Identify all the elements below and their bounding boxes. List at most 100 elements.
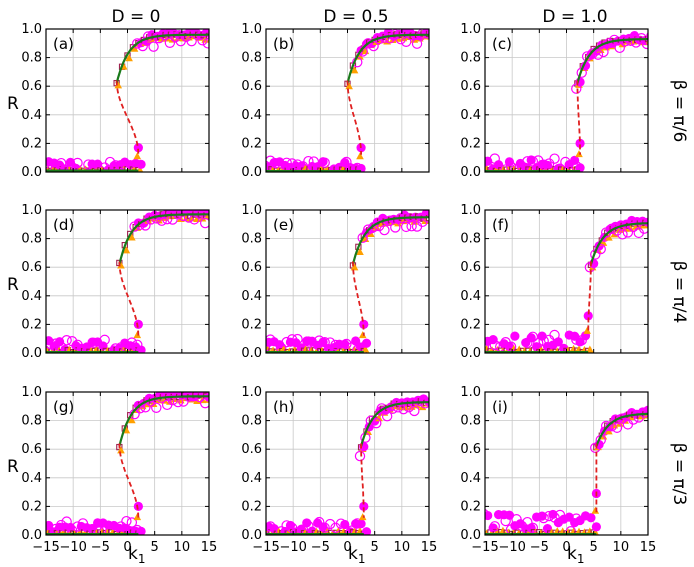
- filled-circle-point: [340, 519, 350, 530]
- triangle-point: [125, 54, 133, 62]
- open-circle-point: [88, 337, 100, 348]
- filled-circle-point: [136, 159, 146, 169]
- open-circle-point: [489, 153, 500, 164]
- open-circle-point: [598, 46, 609, 58]
- y-tick-label: 0.8: [460, 232, 481, 247]
- open-circle-point: [638, 407, 648, 418]
- triangle-point: [358, 331, 367, 339]
- x-tick-label: −15: [32, 540, 59, 555]
- open-circle-point: [390, 222, 401, 233]
- open-circle-point: [319, 522, 330, 533]
- filled-circle-point: [591, 522, 601, 532]
- open-circle-point: [400, 221, 412, 233]
- triangle-point: [499, 526, 507, 534]
- y-tick-label: 0.6: [241, 442, 262, 457]
- open-circle-point: [489, 339, 500, 351]
- x-tick-label: −15: [471, 540, 498, 555]
- stable-upper-branch: [595, 412, 648, 447]
- open-circle-point: [549, 329, 560, 341]
- open-circle-point: [522, 516, 533, 528]
- y-tick-label: 0.4: [21, 289, 42, 304]
- open-circle-point: [199, 397, 209, 409]
- x-tick-label: −5: [530, 540, 549, 555]
- row-title-2: β = π/4: [669, 261, 689, 324]
- open-circle-point: [266, 521, 276, 532]
- filled-circle-point: [361, 527, 372, 535]
- open-circle-point: [592, 49, 604, 60]
- open-circle-point: [56, 519, 67, 531]
- y-tick-label: 0.0: [21, 528, 42, 543]
- y-tick-label: 0.2: [460, 499, 481, 514]
- open-circle-point: [549, 153, 560, 164]
- open-circle-point: [414, 395, 425, 407]
- panel-6: 0.0 0.2 0.4 0.6 0.8 1.0 (f): [460, 203, 649, 361]
- stable-upper-branch: [118, 395, 209, 447]
- x-label-2: k1: [348, 544, 366, 566]
- open-circle-point: [571, 513, 582, 524]
- stable-upper-branch: [589, 222, 648, 265]
- open-circle-point: [617, 229, 628, 240]
- open-circle-point: [319, 336, 330, 348]
- open-circle-point: [266, 334, 276, 345]
- open-circle-point: [126, 517, 138, 528]
- open-circle-point: [584, 262, 596, 273]
- open-circle-point: [121, 515, 132, 527]
- filled-circle-point: [136, 345, 146, 353]
- triangle-point: [583, 326, 591, 334]
- plot-area: [485, 215, 648, 353]
- filled-circle-point: [133, 319, 143, 329]
- column-titles: D = 0 D = 0.5 D = 1.0: [112, 7, 608, 27]
- filled-circle-point: [488, 335, 498, 345]
- panel-label: (b): [273, 35, 294, 53]
- y-tick-label: 0.6: [21, 260, 42, 275]
- panel-4: 0.0 0.2 0.4 0.6 0.8 1.0 (d): [21, 203, 210, 361]
- open-circle-point: [538, 512, 549, 524]
- open-circle-point: [308, 345, 320, 353]
- y-tick-label: 0.2: [241, 317, 262, 332]
- x-label-3: k1: [567, 544, 585, 566]
- row-title-3: β = π/3: [669, 443, 689, 506]
- open-circle-point: [308, 156, 320, 167]
- y-tick-label: 0.6: [460, 79, 481, 94]
- open-circle-point: [622, 227, 634, 238]
- triangle-point: [350, 263, 359, 271]
- y-tick-label: 0.0: [460, 528, 481, 543]
- open-circle-point: [527, 522, 539, 534]
- open-circle-point: [406, 221, 417, 232]
- triangle-point: [133, 152, 142, 160]
- triangle-point: [605, 233, 613, 241]
- open-circle-point: [527, 331, 539, 342]
- y-axis-labels: R R R: [7, 94, 19, 477]
- stable-upper-branch: [576, 38, 648, 84]
- y-label-2: R: [7, 275, 19, 295]
- panel-label: (h): [273, 398, 294, 416]
- triangle-point: [92, 345, 101, 353]
- panel-2: 0.0 0.2 0.4 0.6 0.8 1.0 (b): [241, 22, 430, 180]
- open-circle-point: [362, 224, 374, 235]
- triangle-point: [575, 527, 583, 535]
- triangle-point: [361, 345, 370, 353]
- y-tick-label: 0.6: [460, 260, 481, 275]
- open-circle-point: [500, 515, 511, 527]
- triangle-point: [155, 396, 163, 404]
- open-circle-point: [303, 155, 314, 167]
- open-circle-point: [352, 344, 363, 353]
- filled-circle-point: [575, 138, 585, 148]
- open-circle-point: [292, 159, 303, 170]
- y-tick-label: 1.0: [21, 22, 42, 37]
- open-circle-point: [409, 405, 420, 417]
- triangle-point: [122, 246, 131, 254]
- open-circle-point: [384, 33, 396, 44]
- open-circle-point: [281, 520, 292, 531]
- open-circle-point: [266, 341, 271, 352]
- open-circle-point: [137, 40, 148, 52]
- filled-circle-point: [586, 513, 596, 523]
- triangle-point: [358, 513, 367, 521]
- unstable-branch: [118, 443, 140, 518]
- y-tick-label: 0.8: [241, 51, 262, 66]
- open-circle-point: [335, 518, 347, 529]
- panels: 0.0 0.2 0.4 0.6 0.8 1.0 (a) 0.0 0.2 0.4 0.6 0.8 1.0 (…: [21, 22, 656, 555]
- open-circle-point: [303, 336, 314, 347]
- open-circle-point: [628, 221, 639, 233]
- y-tick-label: 0.6: [241, 260, 262, 275]
